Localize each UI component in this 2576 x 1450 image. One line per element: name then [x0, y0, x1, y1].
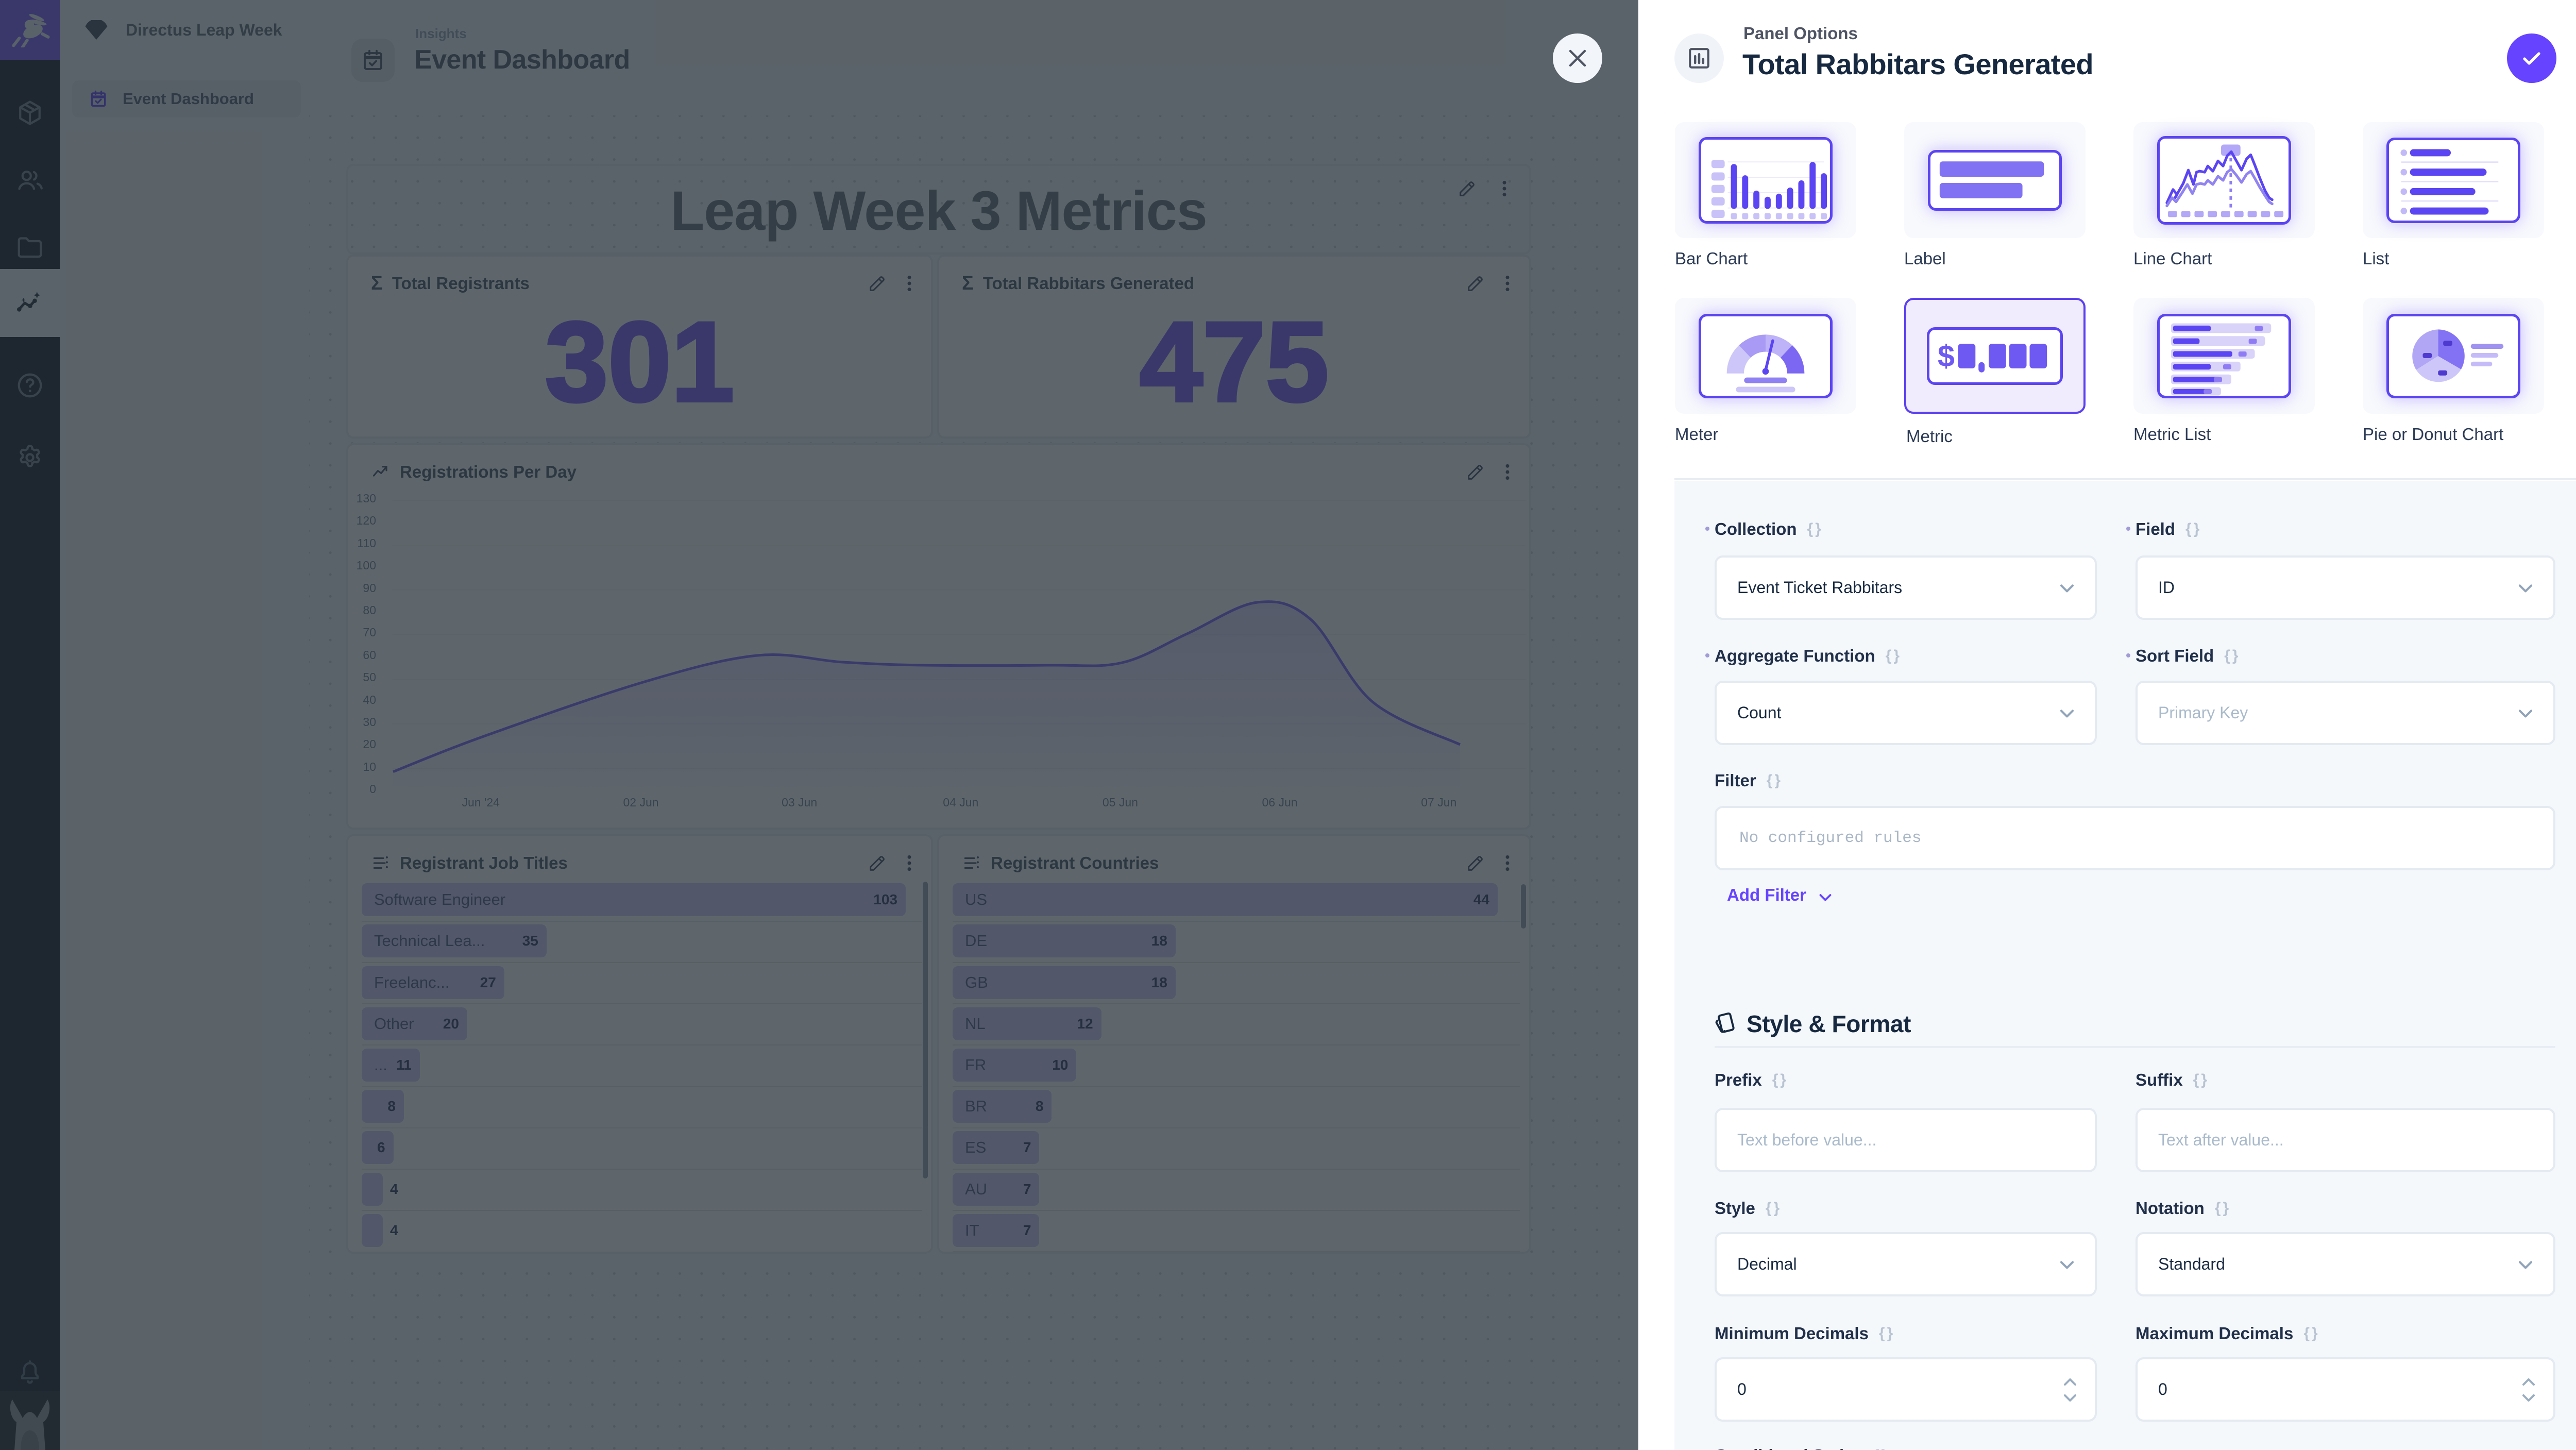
svg-text:$: $ [1938, 338, 1955, 373]
